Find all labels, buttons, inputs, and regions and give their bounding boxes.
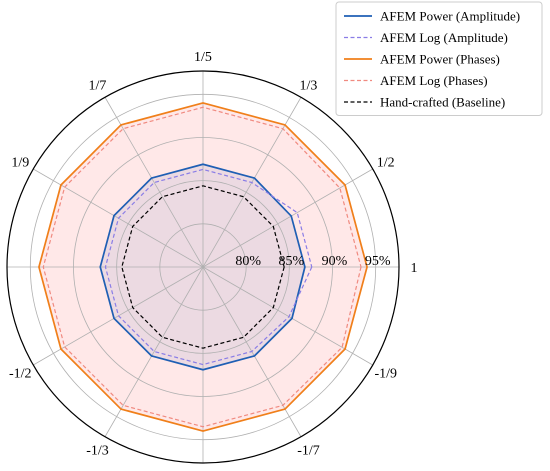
grid-ring	[159, 223, 247, 311]
legend-box	[335, 1, 543, 116]
axis-label: -1/3	[86, 444, 109, 459]
axis-label: 1	[411, 261, 418, 276]
outer-frame	[6, 70, 400, 464]
axis-label: 1/7	[89, 78, 107, 93]
legend-label: AFEM Power (Amplitude)	[380, 9, 520, 24]
series-lines	[38, 102, 368, 432]
legend-label: AFEM Log (Amplitude)	[380, 30, 508, 45]
grid-ring	[29, 93, 377, 441]
axis-label: -1/2	[9, 367, 32, 382]
legend: AFEM Power (Amplitude) AFEM Log (Amplitud…	[335, 1, 543, 116]
legend-label: AFEM Power (Phases)	[380, 52, 500, 67]
series-line	[38, 102, 368, 432]
axis-label: 1/3	[300, 78, 318, 93]
axis-labels: 1-1/9-1/7-1/5-1/3-1/2-11/91/71/51/31/2	[9, 50, 418, 459]
ring-label: 80%	[235, 254, 261, 269]
axis-label: 1/9	[11, 156, 29, 171]
ring-label: 95%	[365, 254, 391, 269]
ring-labels: 80% 85% 90% 95%	[235, 254, 391, 269]
ring-label: 85%	[279, 254, 305, 269]
legend-label: Hand-crafted (Baseline)	[380, 95, 505, 110]
series-line	[99, 163, 306, 371]
ring-label: 90%	[322, 254, 348, 269]
grid-ring	[73, 137, 333, 397]
series-line	[104, 168, 313, 366]
axis-label: -1/9	[374, 367, 397, 382]
grid-ring	[116, 180, 290, 354]
axis-label: 1/5	[194, 50, 212, 65]
axis-label: 1/2	[377, 156, 395, 171]
axis-label: -1/7	[297, 444, 320, 459]
series-line	[42, 106, 362, 428]
legend-label: AFEM Log (Phases)	[380, 73, 488, 88]
